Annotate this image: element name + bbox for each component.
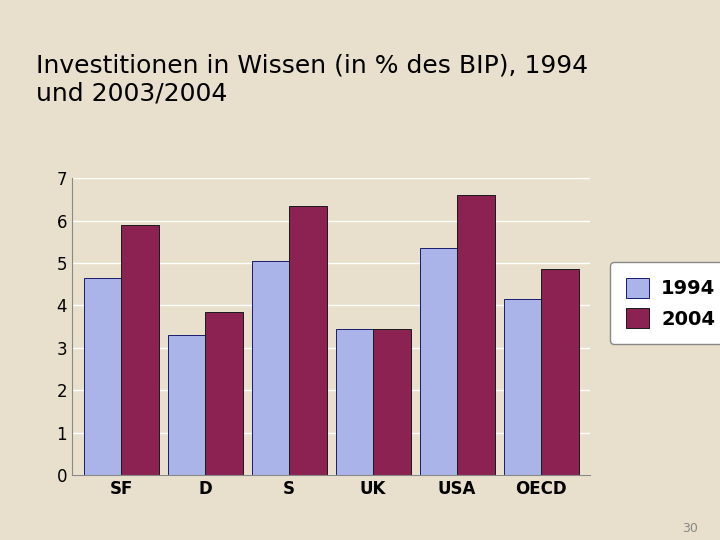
Bar	[336, 329, 373, 475]
Bar	[503, 299, 541, 475]
Bar	[168, 335, 205, 475]
Bar	[122, 225, 159, 475]
Bar	[541, 269, 579, 475]
Text: 30: 30	[683, 522, 698, 535]
Bar	[252, 261, 289, 475]
Legend: 1994, 2004: 1994, 2004	[611, 262, 720, 344]
Bar	[373, 329, 410, 475]
Bar	[205, 312, 243, 475]
Bar	[289, 206, 327, 475]
Bar	[457, 195, 495, 475]
Bar	[420, 248, 457, 475]
Text: Investitionen in Wissen (in % des BIP), 1994
und 2003/2004: Investitionen in Wissen (in % des BIP), …	[36, 54, 588, 106]
Bar	[84, 278, 122, 475]
